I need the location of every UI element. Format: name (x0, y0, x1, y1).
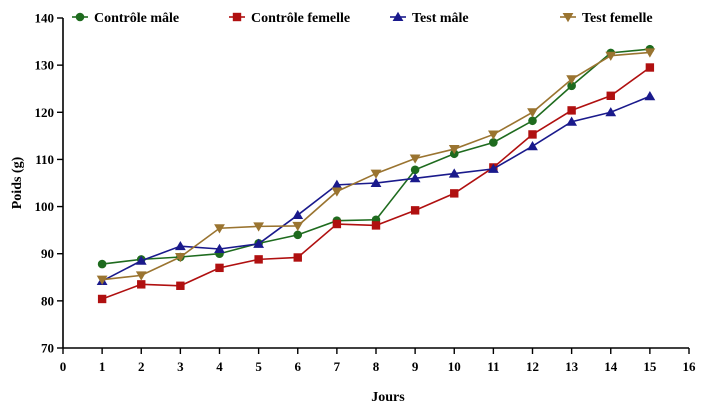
data-point (253, 238, 265, 248)
legend-marker (562, 13, 574, 23)
x-tick-label: 15 (643, 359, 657, 374)
data-point (487, 163, 499, 173)
legend-label: Contrôle mâle (94, 11, 179, 26)
legend-entry: Contrôle femelle (229, 11, 350, 26)
data-point (409, 154, 421, 164)
data-point (410, 165, 420, 175)
data-point (331, 187, 343, 197)
x-tick-label: 12 (526, 359, 539, 374)
data-point (215, 263, 224, 273)
legend-label: Test femelle (582, 11, 653, 26)
axes (57, 17, 690, 354)
x-tick-label: 10 (448, 359, 461, 374)
data-point (566, 116, 578, 126)
x-tick-label: 13 (565, 359, 579, 374)
legend-marker (75, 12, 85, 22)
data-point (371, 221, 381, 230)
legend-label: Test mâle (412, 11, 469, 26)
data-point (605, 51, 617, 61)
data-point (332, 219, 342, 229)
y-tick-label: 90 (41, 246, 54, 261)
y-axis-title: Poids (g) (10, 156, 25, 209)
x-tick-label: 8 (373, 359, 380, 374)
data-point (606, 91, 615, 100)
x-tick-label: 6 (295, 359, 302, 374)
data-point (605, 107, 617, 117)
data-point (489, 138, 498, 147)
data-point (135, 271, 147, 281)
legend-marker (392, 11, 404, 21)
y-tick-label: 110 (35, 152, 54, 167)
y-tick-label: 80 (41, 293, 54, 308)
data-point (292, 221, 304, 232)
data-point (527, 141, 538, 151)
series-2 (97, 63, 655, 304)
data-point (214, 224, 225, 234)
x-tick-label: 4 (216, 359, 223, 374)
data-point (567, 106, 576, 115)
y-tick-label: 130 (35, 58, 55, 73)
data-point (135, 255, 147, 265)
y-tick-label: 120 (35, 105, 55, 120)
series-line (102, 48, 650, 265)
y-tick-label: 70 (41, 341, 54, 356)
x-tick-label: 1 (99, 359, 106, 374)
data-point (409, 173, 421, 183)
x-tick-label: 16 (683, 359, 697, 374)
data-point (566, 75, 578, 85)
data-point (370, 169, 382, 179)
data-point (528, 116, 537, 126)
data-point (528, 130, 537, 139)
x-tick-label: 11 (487, 359, 499, 374)
data-point (292, 209, 304, 220)
legend-marker (232, 12, 242, 22)
data-point (96, 275, 108, 285)
y-tick-label: 100 (35, 199, 55, 214)
y-tick-label: 140 (35, 11, 55, 26)
data-point (331, 179, 343, 189)
data-point (644, 48, 656, 58)
data-point (644, 91, 656, 101)
legend-entry: Test mâle (390, 11, 469, 26)
x-tick-label: 14 (604, 359, 618, 374)
x-tick-label: 9 (412, 359, 419, 374)
data-point (450, 189, 459, 198)
data-point (254, 255, 263, 264)
data-point (448, 145, 460, 155)
legend-entry: Contrôle mâle (72, 11, 179, 26)
data-point (487, 130, 499, 140)
data-point (527, 108, 538, 118)
legend-label: Contrôle femelle (251, 11, 350, 26)
x-tick-label: 5 (255, 359, 262, 374)
data-point (567, 81, 576, 91)
legend-entry: Test femelle (560, 11, 653, 26)
data-point (174, 253, 186, 263)
data-point (174, 240, 186, 251)
data-point (645, 63, 655, 72)
data-point (253, 222, 265, 232)
data-point (214, 243, 225, 253)
x-axis-title: Jours (371, 390, 405, 405)
x-tick-label: 3 (177, 359, 184, 374)
data-point (137, 280, 146, 289)
series-4 (96, 48, 656, 285)
data-point (410, 206, 420, 215)
x-tick-label: 2 (138, 359, 145, 374)
data-point (176, 281, 185, 290)
data-point (448, 168, 460, 178)
data-point (293, 230, 303, 240)
x-tick-label: 7 (334, 359, 341, 374)
data-point (97, 259, 107, 269)
data-point (293, 253, 302, 262)
data-point (97, 294, 107, 304)
x-tick-label: 0 (60, 359, 67, 374)
series-layer (96, 44, 656, 304)
data-point (370, 177, 382, 187)
legend: Contrôle mâle Contrôle femelle Test mâle Te… (72, 11, 653, 26)
